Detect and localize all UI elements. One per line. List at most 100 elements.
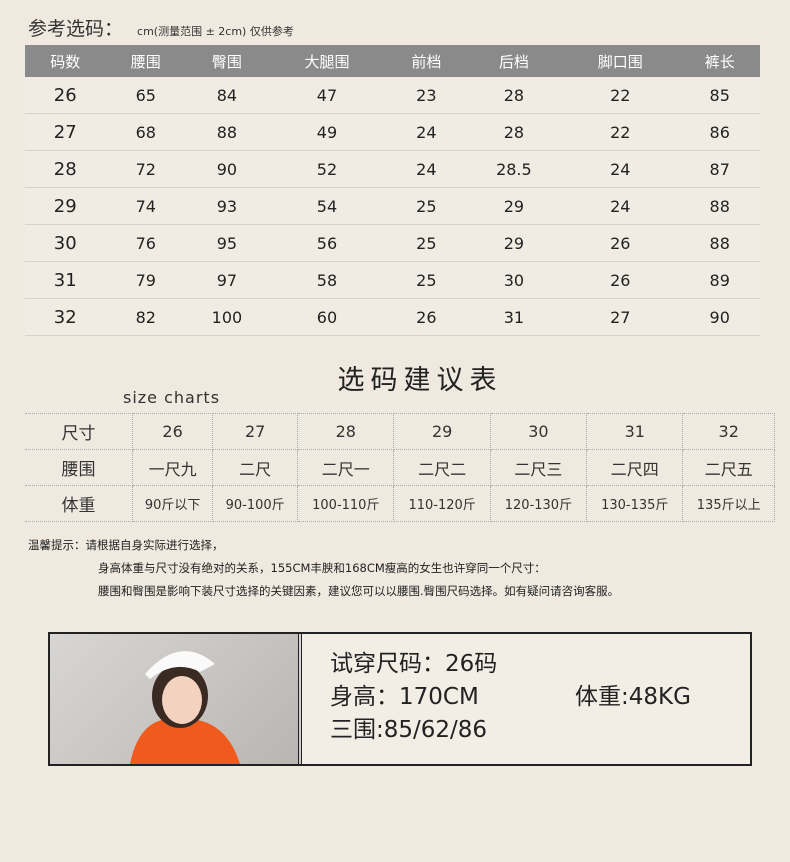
table-cell: 88 (186, 113, 268, 151)
title: 参考选码： cm(测量范围 ± 2cm) 仅供参考 (28, 14, 294, 41)
table-cell: 31 (466, 298, 562, 336)
title-note: cm(测量范围 ± 2cm) 仅供参考 (137, 25, 294, 38)
table-cell: 28 (25, 150, 106, 188)
guide-cell: 135斤以上 (682, 485, 775, 522)
guide-cell: 二尺五 (682, 449, 775, 486)
guide-row: 尺寸 26 27 28 29 30 31 32 (25, 413, 775, 450)
guide-cell: 100-110斤 (297, 485, 395, 522)
model-size: 试穿尺码：26码 (330, 651, 498, 677)
model-info: 试穿尺码：26码 身高：170CM 体重:48KG 三围:85/62/86 (330, 648, 691, 747)
table-cell: 22 (561, 77, 680, 114)
guide-cell: 31 (586, 413, 684, 450)
table-cell: 100 (186, 298, 268, 336)
table-cell: 25 (386, 224, 467, 262)
table-row: 26 65 84 47 23 28 22 85 (25, 77, 760, 114)
table-cell: 28.5 (466, 150, 562, 188)
table-cell: 29 (25, 187, 106, 225)
model-height: 身高：170CM (330, 684, 479, 710)
table-row: 29 74 93 54 25 29 24 88 (25, 187, 760, 225)
guide-cell: 90斤以下 (132, 485, 214, 522)
guide-cell: 尺寸 (25, 413, 133, 450)
table-cell: 23 (386, 77, 467, 114)
column-header: 大腿围 (267, 45, 387, 77)
guide-row: 体重 90斤以下 90-100斤 100-110斤 110-120斤 120-130斤 13… (25, 485, 775, 522)
model-illustration (130, 651, 240, 764)
column-header: 裤长 (679, 45, 760, 77)
guide-table: 尺寸 26 27 28 29 30 31 32 腰围 一尺九 二尺 二尺一 二尺二 二尺三 二尺四 二尺五 体重… (25, 413, 775, 522)
table-row: 28 72 90 52 24 28.5 24 87 (25, 150, 760, 188)
table-cell: 90 (186, 150, 268, 188)
table-cell: 82 (105, 298, 186, 336)
guide-subtitle: size charts (123, 388, 221, 407)
model-weight: 体重:48KG (575, 684, 691, 710)
table-cell: 56 (267, 224, 387, 262)
table-cell: 74 (105, 187, 186, 225)
column-header: 码数 (25, 45, 106, 77)
guide-cell: 28 (297, 413, 395, 450)
table-cell: 79 (105, 261, 186, 299)
column-header: 前档 (386, 45, 467, 77)
guide-cell: 30 (490, 413, 588, 450)
guide-cell: 二尺一 (297, 449, 395, 486)
table-cell: 24 (386, 113, 467, 151)
table-cell: 26 (561, 261, 680, 299)
column-header: 臀围 (186, 45, 268, 77)
table-cell: 24 (561, 187, 680, 225)
table-cell: 93 (186, 187, 268, 225)
guide-cell: 27 (212, 413, 299, 450)
table-cell: 24 (561, 150, 680, 188)
table-cell: 54 (267, 187, 387, 225)
table-row: 31 79 97 58 25 30 26 89 (25, 261, 760, 299)
model-photo (50, 634, 302, 764)
guide-row: 腰围 一尺九 二尺 二尺一 二尺二 二尺三 二尺四 二尺五 (25, 449, 775, 486)
table-cell: 88 (679, 224, 760, 262)
table-cell: 88 (679, 187, 760, 225)
column-header: 后档 (466, 45, 562, 77)
model-measurements: 三围:85/62/86 (330, 717, 488, 743)
table-cell: 29 (466, 187, 562, 225)
table-row: 32 82 100 60 26 31 27 90 (25, 298, 760, 336)
tip-line: 温馨提示：请根据自身实际进行选择， (28, 538, 224, 552)
table-cell: 31 (25, 261, 106, 299)
tips: 温馨提示：请根据自身实际进行选择， 身高体重与尺寸没有绝对的关系，155CM丰腴… (28, 534, 619, 603)
table-cell: 30 (25, 224, 106, 262)
table-cell: 87 (679, 150, 760, 188)
table-cell: 27 (25, 113, 106, 151)
guide-cell: 90-100斤 (212, 485, 299, 522)
table-row: 27 68 88 49 24 28 22 86 (25, 113, 760, 151)
table-cell: 22 (561, 113, 680, 151)
table-cell: 25 (386, 187, 467, 225)
model-info-box: 试穿尺码：26码 身高：170CM 体重:48KG 三围:85/62/86 (48, 632, 752, 766)
table-cell: 27 (561, 298, 680, 336)
table-cell: 47 (267, 77, 387, 114)
table-cell: 76 (105, 224, 186, 262)
table-cell: 84 (186, 77, 268, 114)
table-cell: 25 (386, 261, 467, 299)
guide-cell: 二尺四 (586, 449, 684, 486)
table-cell: 30 (466, 261, 562, 299)
guide-cell: 二尺二 (393, 449, 491, 486)
title-text: 参考选码： (28, 18, 124, 40)
guide-cell: 腰围 (25, 449, 133, 486)
guide-cell: 29 (393, 413, 491, 450)
guide-cell: 120-130斤 (490, 485, 588, 522)
table-cell: 97 (186, 261, 268, 299)
guide-cell: 二尺三 (490, 449, 588, 486)
table-cell: 86 (679, 113, 760, 151)
table-cell: 26 (386, 298, 467, 336)
table-cell: 85 (679, 77, 760, 114)
table-cell: 95 (186, 224, 268, 262)
table-cell: 65 (105, 77, 186, 114)
guide-cell: 130-135斤 (586, 485, 684, 522)
table-cell: 60 (267, 298, 387, 336)
size-table: 码数 腰围 臀围 大腿围 前档 后档 脚口围 裤长 26 65 84 47 23 28 22 85 27 68 88… (25, 45, 760, 336)
table-row: 30 76 95 56 25 29 26 88 (25, 224, 760, 262)
tip-line: 身高体重与尺寸没有绝对的关系，155CM丰腴和168CM瘦高的女生也许穿同一个尺… (98, 561, 546, 575)
column-header: 腰围 (105, 45, 186, 77)
guide-title: 选码建议表 (337, 365, 503, 396)
guide-cell: 32 (682, 413, 775, 450)
table-cell: 89 (679, 261, 760, 299)
table-cell: 28 (466, 113, 562, 151)
table-cell: 52 (267, 150, 387, 188)
guide-cell: 110-120斤 (393, 485, 491, 522)
